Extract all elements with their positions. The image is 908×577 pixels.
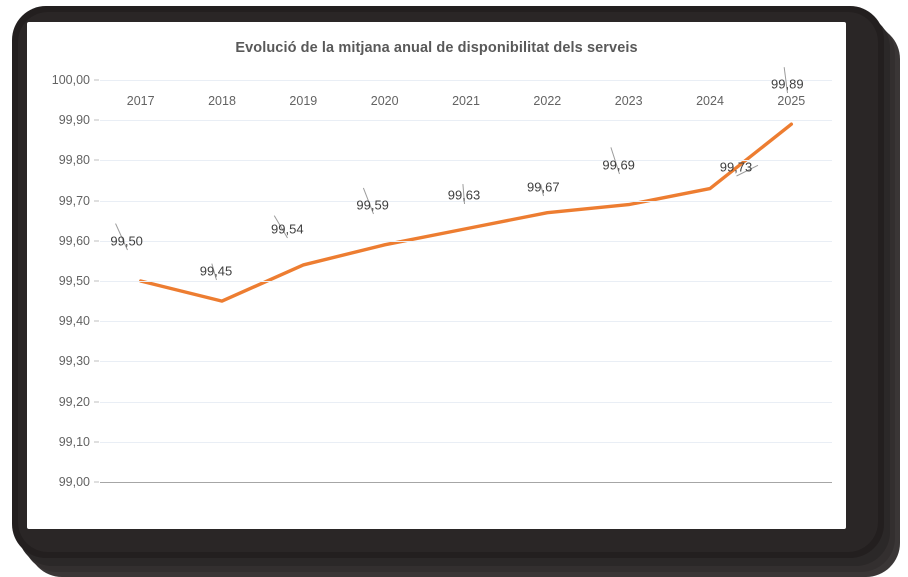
y-axis-tick-label: 99,20	[58, 394, 90, 409]
y-axis-tick-label: 100,00	[51, 73, 90, 87]
data-point-label: 99,59	[356, 197, 389, 213]
y-axis-tick-mark	[94, 360, 99, 362]
y-axis-tick-label: 99,10	[58, 434, 90, 449]
gridline	[100, 361, 832, 363]
y-axis-tick-label: 99,00	[58, 475, 90, 489]
data-point-label: 99,54	[271, 221, 304, 237]
x-axis-tick-label: 2020	[370, 94, 399, 108]
data-point-label: 99,63	[447, 187, 481, 203]
data-point-label: 99,73	[719, 159, 753, 175]
plot-area: 100,00 99,90 99,80 99,70 99,60 99,50 99,40 99,3…	[52, 67, 832, 489]
gridline	[100, 401, 832, 403]
y-axis-tick-mark	[94, 159, 99, 161]
x-axis-line	[100, 482, 832, 483]
gridline	[100, 441, 832, 443]
gridline	[100, 200, 832, 202]
y-axis-tick-mark	[94, 119, 99, 121]
y-axis-tick-mark	[94, 401, 99, 403]
x-axis-tick-label: 2019	[289, 94, 318, 108]
gridline	[100, 281, 832, 282]
x-axis-tick-label: 2024	[696, 94, 724, 108]
y-axis-tick-label: 99,70	[58, 193, 90, 208]
gridline	[100, 120, 832, 122]
data-point-label: 99,67	[527, 179, 560, 195]
data-point-label: 99,89	[771, 76, 804, 92]
gridline	[100, 321, 832, 323]
x-axis-tick-label: 2022	[533, 94, 562, 108]
y-axis-tick-label: 99,30	[58, 354, 90, 369]
data-point-label: 99,50	[110, 233, 143, 249]
y-axis-tick-mark	[94, 240, 99, 242]
gridline	[100, 80, 832, 81]
y-axis-tick-label: 99,60	[58, 233, 90, 248]
y-axis-tick-label: 99,50	[58, 274, 90, 288]
data-point-label: 99,45	[199, 263, 233, 279]
y-axis-tick-mark	[94, 200, 99, 202]
y-axis-tick-mark	[94, 280, 99, 282]
gridline	[100, 160, 832, 162]
y-axis-tick-mark	[94, 79, 99, 81]
x-axis-tick-label: 2025	[777, 94, 806, 108]
y-axis-tick-mark	[94, 320, 99, 322]
x-axis-tick-label: 2017	[126, 94, 155, 108]
data-point-label: 99,69	[602, 157, 635, 173]
chart-title: Evolució de la mitjana anual de disponib…	[235, 40, 638, 56]
chart-card: Evolució de la mitjana anual de disponib…	[27, 22, 846, 529]
y-axis-tick-mark	[94, 441, 99, 443]
x-axis-tick-label: 2018	[208, 94, 236, 108]
y-axis-tick-label: 99,80	[58, 153, 90, 168]
line-series	[138, 122, 794, 303]
y-axis-tick-label: 99,90	[58, 113, 90, 128]
x-axis-tick-label: 2021	[452, 94, 480, 108]
x-axis-tick-label: 2023	[614, 94, 643, 108]
y-axis-tick-mark	[94, 481, 99, 483]
y-axis-tick-label: 99,40	[58, 314, 90, 329]
gridline	[100, 240, 832, 242]
